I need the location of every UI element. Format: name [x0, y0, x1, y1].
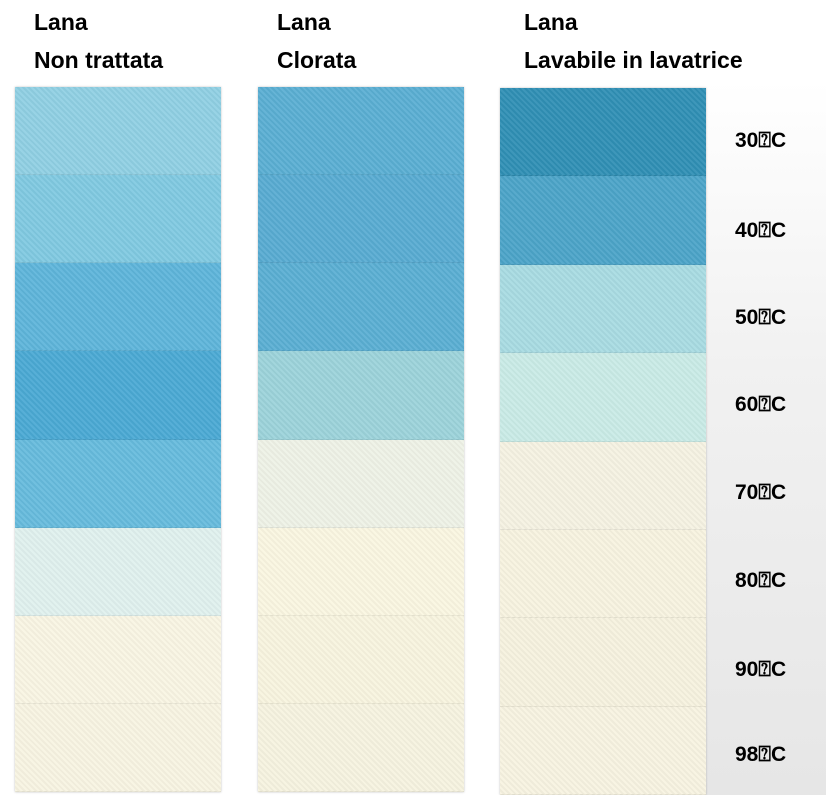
swatch	[15, 351, 221, 440]
swatch	[258, 439, 464, 528]
swatch	[15, 87, 221, 176]
swatch-column	[258, 87, 464, 792]
swatch-column	[500, 88, 706, 795]
temperature-label: 50⍰C	[735, 306, 787, 329]
swatch	[15, 263, 221, 352]
swatch	[15, 527, 221, 616]
swatch	[15, 175, 221, 264]
header-line: Clorata	[277, 47, 357, 73]
header-line: Lana	[34, 9, 88, 35]
swatch	[15, 703, 221, 792]
temperature-label: 70⍰C	[735, 481, 787, 504]
header-line: Lavabile in lavatrice	[524, 47, 743, 73]
column-header: Lana Lavabile in lavatrice	[524, 3, 743, 79]
swatch	[500, 706, 706, 795]
swatch	[500, 441, 706, 530]
temperature-label: 40⍰C	[735, 219, 787, 242]
swatch	[258, 615, 464, 704]
background-sketch	[700, 80, 826, 795]
swatch	[15, 615, 221, 704]
swatch	[500, 618, 706, 707]
swatch	[500, 529, 706, 619]
temperature-label: 60⍰C	[735, 393, 787, 416]
swatch	[500, 264, 706, 354]
swatch	[500, 88, 706, 177]
temperature-label: 80⍰C	[735, 569, 787, 592]
header-line: Lana	[277, 9, 331, 35]
swatch-column	[15, 87, 221, 792]
column-header: Lana Clorata	[277, 3, 356, 79]
swatch	[500, 353, 706, 442]
column-header: Lana Non trattata	[34, 3, 163, 79]
swatch	[258, 703, 464, 792]
temperature-label: 30⍰C	[735, 129, 787, 152]
swatch	[258, 263, 464, 352]
swatch	[258, 87, 464, 176]
header-line: Lana	[524, 9, 578, 35]
temperature-label: 98⍰C	[735, 743, 787, 766]
swatch	[15, 439, 221, 528]
swatch	[258, 527, 464, 616]
temperature-label: 90⍰C	[735, 658, 787, 681]
swatch	[500, 176, 706, 265]
swatch	[258, 175, 464, 264]
swatch	[258, 351, 464, 440]
header-line: Non trattata	[34, 47, 164, 73]
